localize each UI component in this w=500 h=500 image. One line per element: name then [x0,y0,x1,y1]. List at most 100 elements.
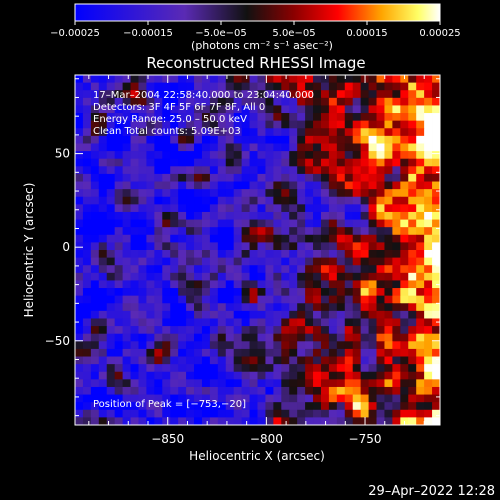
heatmap-pixel [424,97,433,106]
heatmap-pixel [352,288,362,297]
heatmap-pixel [265,105,274,114]
heatmap-pixel [400,356,409,365]
heatmap-pixel [225,288,235,297]
heatmap-pixel [209,97,219,106]
heatmap-pixel [122,128,131,137]
heatmap-pixel [233,181,243,190]
heatmap-pixel [320,272,330,281]
heatmap-pixel [241,288,250,297]
heatmap-pixel [162,105,171,114]
heatmap-pixel [154,234,163,243]
heatmap-pixel [416,135,425,144]
heatmap-pixel [170,341,179,350]
heatmap-pixel [241,189,250,198]
heatmap-pixel [146,128,155,137]
heatmap-pixel [138,105,147,114]
heatmap-pixel [162,310,171,319]
heatmap-pixel [106,82,116,91]
heatmap-pixel [186,120,195,129]
heatmap-pixel [257,90,266,99]
heatmap-pixel [186,333,195,342]
heatmap-pixel [432,409,441,418]
heatmap-pixel [122,151,131,160]
heatmap-pixel [368,166,377,175]
heatmap-pixel [75,348,84,357]
heatmap-pixel [98,295,108,304]
heatmap-pixel [336,173,346,182]
heatmap-pixel [249,105,258,114]
heatmap-pixel [130,135,139,144]
heatmap-pixel [432,379,441,388]
heatmap-pixel [352,379,362,388]
heatmap-pixel [82,90,92,99]
heatmap-pixel [408,227,417,236]
heatmap-pixel [162,189,171,198]
heatmap-pixel [313,128,322,137]
heatmap-pixel [217,234,227,243]
heatmap-pixel [225,234,235,243]
heatmap-pixel [305,402,314,411]
heatmap-pixel [186,310,195,319]
heatmap-pixel [320,356,330,365]
heatmap-pixel [305,379,314,388]
heatmap-pixel [225,82,235,91]
heatmap-pixel [360,97,369,106]
heatmap-pixel [432,173,441,182]
heatmap-pixel [233,257,243,266]
heatmap-pixel [392,348,401,357]
heatmap-pixel [154,227,163,236]
heatmap-pixel [98,280,108,289]
heatmap-pixel [352,303,362,312]
heatmap-pixel [376,409,385,418]
heatmap-pixel [233,189,243,198]
heatmap-pixel [360,181,369,190]
heatmap-pixel [257,265,266,274]
heatmap-pixel [233,333,243,342]
heatmap-pixel [313,386,322,395]
heatmap-pixel [273,303,282,312]
heatmap-pixel [281,166,290,175]
heatmap-pixel [352,234,362,243]
heatmap-pixel [178,97,187,106]
heatmap-pixel [273,402,282,411]
heatmap-pixel [154,288,163,297]
heatmap-pixel [416,97,425,106]
heatmap-pixel [368,189,377,198]
heatmap-pixel [328,295,338,304]
heatmap-pixel [241,166,250,175]
heatmap-pixel [360,356,369,365]
heatmap-pixel [154,310,163,319]
heatmap-pixel [75,303,84,312]
heatmap-pixel [130,265,139,274]
heatmap-pixel [138,158,147,167]
heatmap-pixel [265,211,274,220]
heatmap-pixel [376,219,385,228]
heatmap-pixel [305,250,314,259]
heatmap-pixel [352,341,362,350]
heatmap-pixel [90,341,100,350]
heatmap-pixel [368,394,377,403]
heatmap-pixel [424,303,433,312]
heatmap-pixel [344,166,354,175]
heatmap-pixel [416,280,425,289]
heatmap-pixel [241,341,250,350]
heatmap-pixel [241,402,250,411]
heatmap-pixel [289,158,298,167]
heatmap-pixel [305,128,314,137]
heatmap-pixel [400,318,409,327]
heatmap-pixel [297,105,306,114]
heatmap-pixel [368,97,377,106]
heatmap-pixel [162,151,171,160]
heatmap-pixel [344,364,354,373]
heatmap-pixel [273,211,282,220]
heatmap-pixel [281,371,290,380]
heatmap-pixel [170,173,179,182]
heatmap-pixel [289,82,298,91]
heatmap-pixel [400,333,409,342]
heatmap-pixel [186,204,195,213]
heatmap-pixel [305,166,314,175]
heatmap-pixel [249,151,258,160]
heatmap-pixel [114,90,123,99]
heatmap-pixel [233,135,243,144]
